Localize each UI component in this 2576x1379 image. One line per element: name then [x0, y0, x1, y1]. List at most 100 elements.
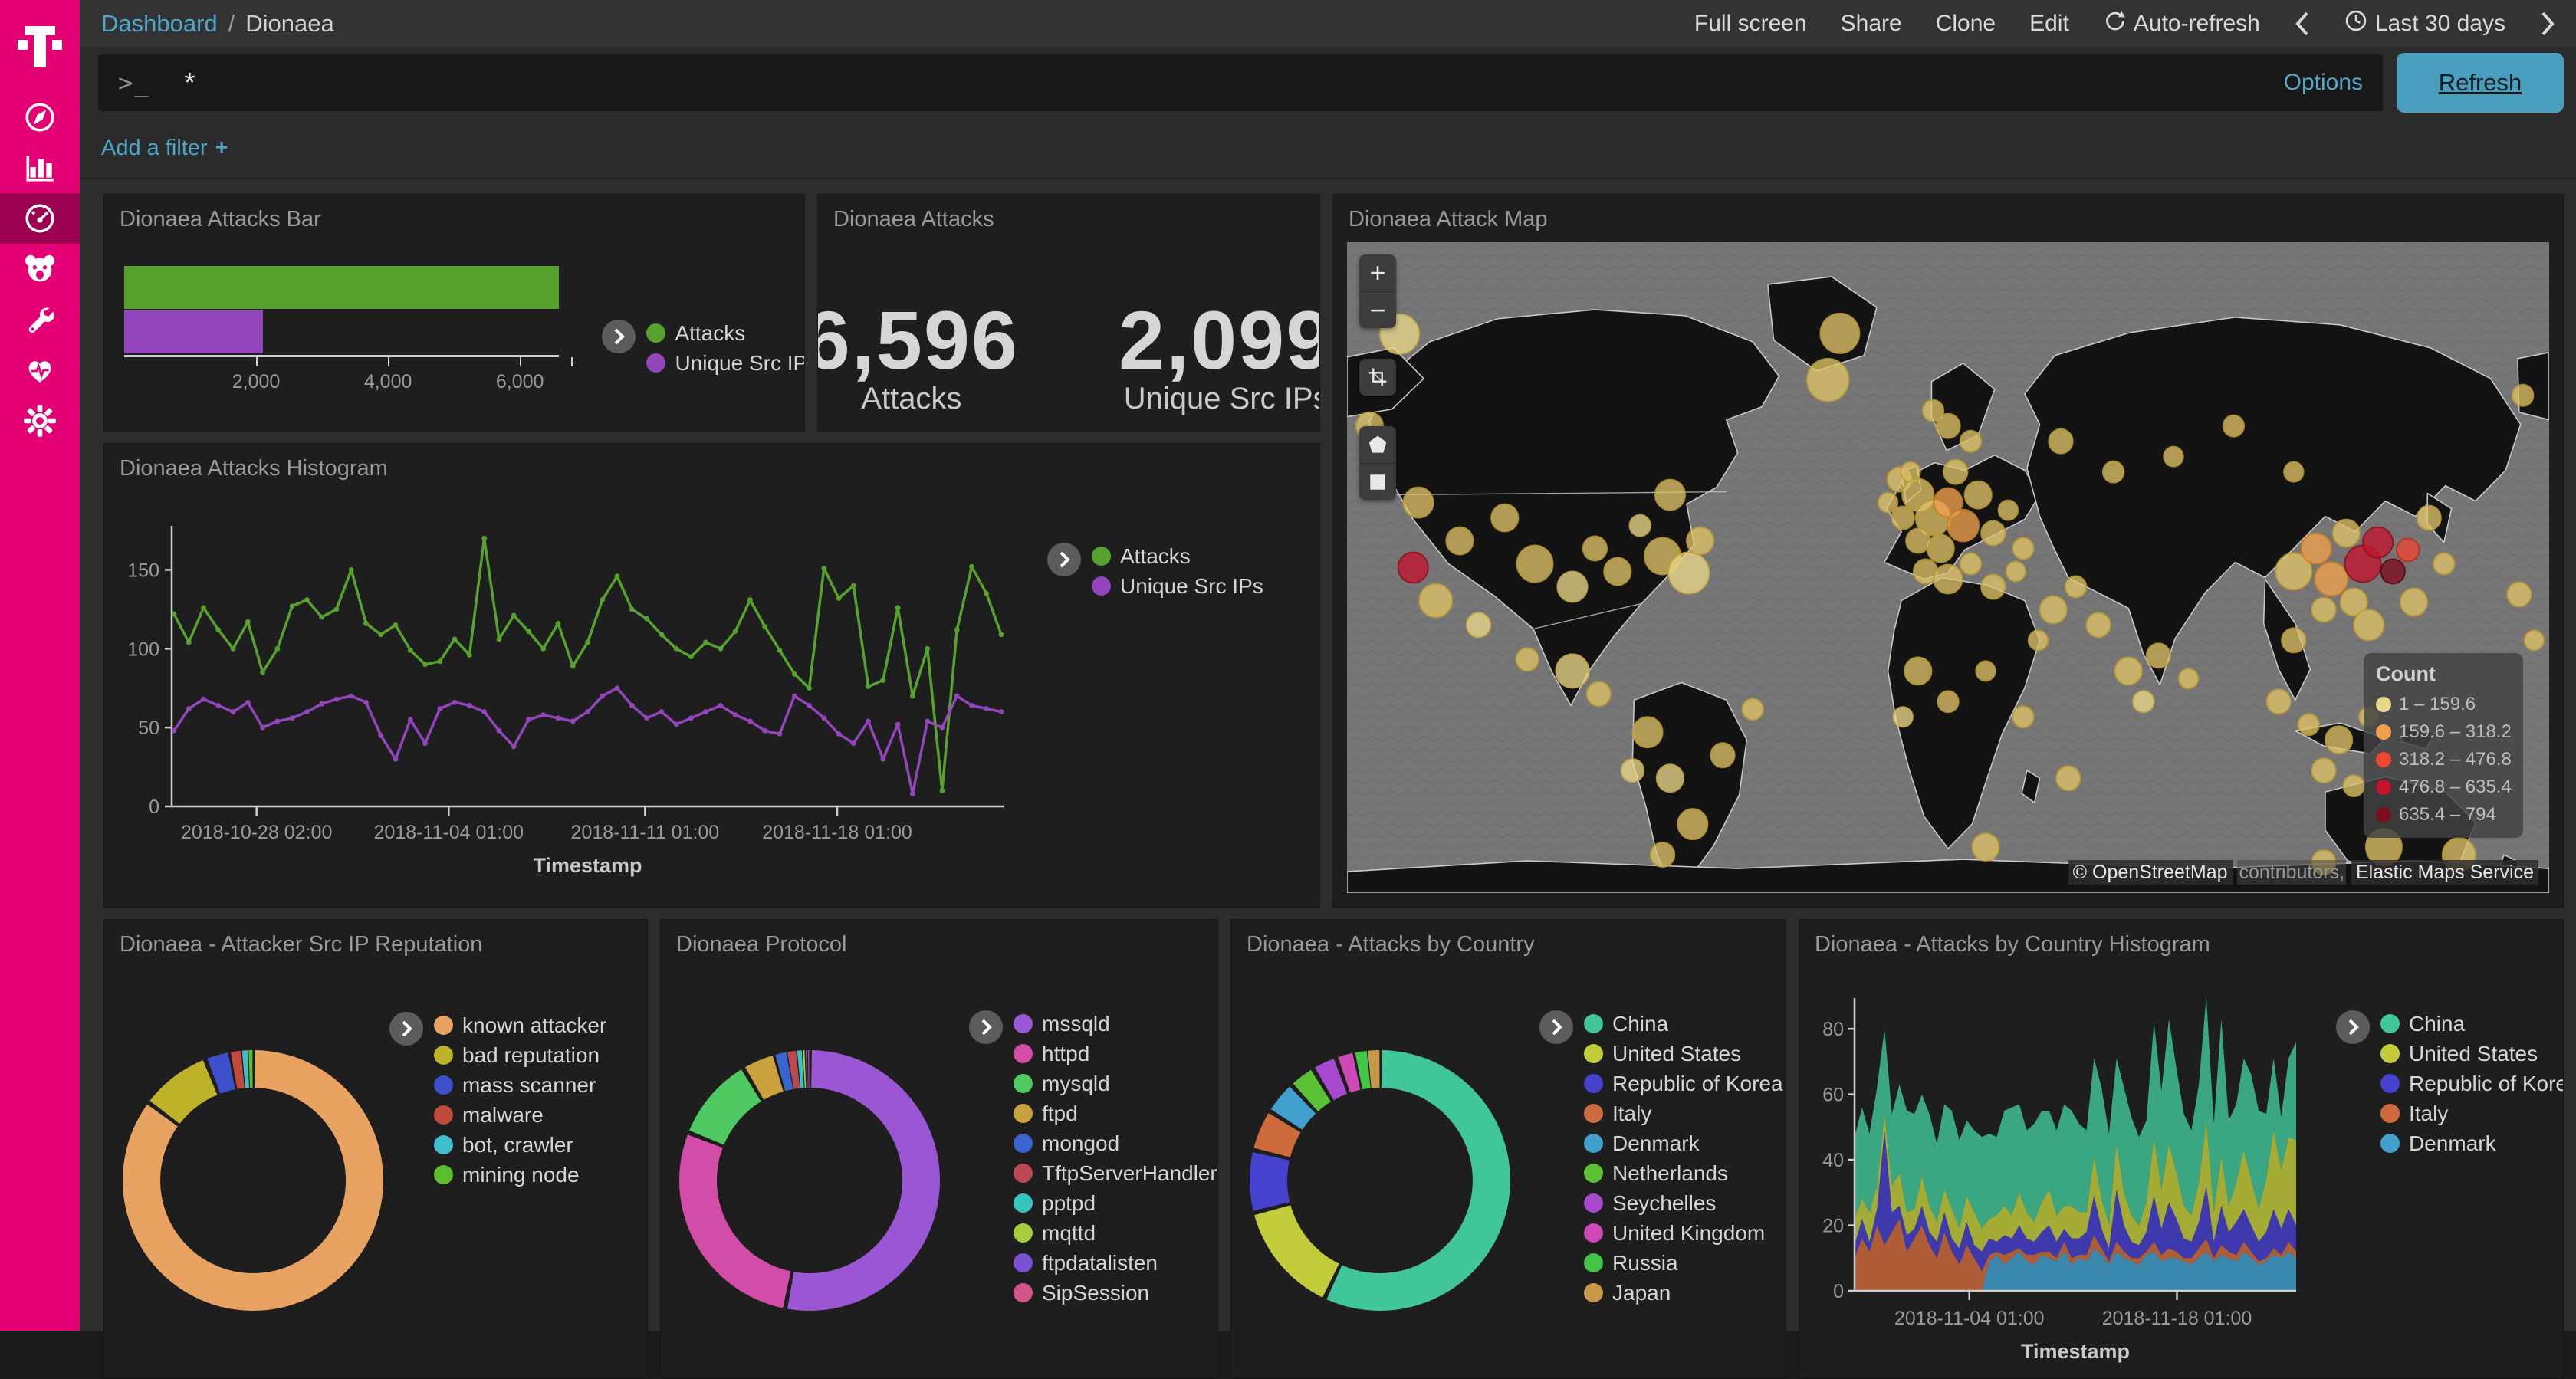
clone-button[interactable]: Clone	[1935, 11, 1996, 36]
legend-item[interactable]: Netherlands	[1584, 1158, 1783, 1188]
legend-item[interactable]: mining node	[434, 1160, 606, 1190]
legend-item[interactable]: Italy	[2380, 1098, 2563, 1128]
line-chart[interactable]: 0 50 100 150 2018-10-28 02:00 2018-11-04 01:0…	[126, 515, 1038, 883]
zoom-in-button[interactable]: +	[1359, 254, 1396, 291]
legend-item[interactable]: China	[2380, 1009, 2563, 1039]
sidebar-item-dashboard[interactable]	[0, 193, 80, 244]
sidebar-item-monitoring[interactable]	[0, 345, 80, 396]
sidebar-item-tpot[interactable]	[0, 244, 80, 294]
panel-title: Dionaea Attacks Histogram	[120, 456, 388, 481]
legend-item[interactable]: ftpd	[1014, 1098, 1217, 1128]
legend-item[interactable]: malware	[434, 1100, 606, 1130]
attack-bubble	[1654, 478, 1686, 511]
legend-item[interactable]: SipSession	[1014, 1278, 1217, 1308]
bar-attacks[interactable]	[124, 266, 560, 309]
legend-expand-icon[interactable]	[389, 1012, 423, 1046]
legend-item[interactable]: United States	[2380, 1039, 2563, 1069]
attack-bubble	[1628, 514, 1651, 537]
legend-expand-icon[interactable]	[2336, 1010, 2370, 1044]
legend-item[interactable]: Japan	[1584, 1278, 1783, 1308]
legend-expand-icon[interactable]	[1539, 1010, 1573, 1044]
world-map[interactable]: + − Count 1 – 159.6 159.6 – 318.2 318.2 – …	[1347, 242, 2549, 893]
sidebar-item-visualize[interactable]	[0, 143, 80, 193]
sidebar-item-devtools[interactable]	[0, 294, 80, 345]
legend-item[interactable]: httpd	[1014, 1039, 1217, 1069]
stacked-area-chart[interactable]: 0 20 40 60 80 2018-11-04 01:00 2018-11-18 01:0…	[1821, 987, 2319, 1363]
ems-attribution-link[interactable]: Elastic Maps Service	[2351, 860, 2538, 885]
donut-slice-mass-scanner	[207, 1052, 235, 1094]
legend-color-dot	[2380, 1134, 2400, 1153]
edit-button[interactable]: Edit	[2029, 11, 2069, 36]
options-link[interactable]: Options	[2283, 70, 2363, 95]
legend-item[interactable]: mass scanner	[434, 1070, 606, 1100]
zoom-out-button[interactable]: −	[1359, 291, 1396, 328]
donut-chart[interactable]	[1234, 1035, 1526, 1326]
refresh-cycle-icon	[2103, 9, 2126, 38]
time-back-button[interactable]	[2294, 11, 2311, 37]
legend-item[interactable]: mssqld	[1014, 1009, 1217, 1039]
refresh-button[interactable]: Refresh	[2397, 53, 2564, 113]
legend-expand-icon[interactable]	[1047, 543, 1081, 576]
crop-tool-button[interactable]	[1359, 359, 1396, 396]
panel-title: Dionaea - Attacks by Country	[1247, 932, 1535, 957]
donut-slice-malware	[231, 1050, 245, 1089]
legend-item[interactable]: Italy	[1584, 1098, 1783, 1128]
legend-item[interactable]: Russia	[1584, 1248, 1783, 1278]
legend-item[interactable]: Seychelles	[1584, 1188, 1783, 1218]
time-forward-button[interactable]	[2539, 11, 2556, 37]
map-legend-range: 476.8 – 635.4	[2376, 773, 2512, 801]
share-button[interactable]: Share	[1840, 11, 1902, 36]
legend-expand-icon[interactable]	[969, 1010, 1003, 1044]
sidebar-item-management[interactable]	[0, 396, 80, 446]
legend-item[interactable]: known attacker	[434, 1010, 606, 1040]
legend-color-dot	[1014, 1223, 1033, 1243]
heartbeat-icon	[23, 353, 57, 387]
legend-item[interactable]: United States	[1584, 1039, 1783, 1069]
legend-item[interactable]: China	[1584, 1009, 1783, 1039]
legend-item[interactable]: Unique Src IPs	[1092, 571, 1263, 601]
legend-item[interactable]: bad reputation	[434, 1040, 606, 1070]
attack-bubble	[1685, 526, 1715, 556]
legend-item[interactable]: mongod	[1014, 1128, 1217, 1158]
attack-bubble	[2012, 537, 2035, 560]
donut-chart[interactable]	[107, 1035, 399, 1326]
legend-item[interactable]: Republic of Korea	[1584, 1069, 1783, 1098]
donut-slice-republic-of-korea	[1249, 1152, 1290, 1211]
legend-item[interactable]: Attacks	[646, 318, 804, 348]
breadcrumb-dashboard-link[interactable]: Dashboard	[101, 10, 218, 37]
legend-item[interactable]: Attacks	[1092, 541, 1263, 571]
legend-item[interactable]: Unique Src IPs	[646, 348, 804, 378]
legend-item[interactable]: mysqld	[1014, 1069, 1217, 1098]
time-range-picker[interactable]: Last 30 days	[2344, 9, 2505, 38]
add-filter-link[interactable]: Add a filter +	[101, 135, 228, 160]
legend-expand-icon[interactable]	[602, 320, 636, 353]
auto-refresh-button[interactable]: Auto-refresh	[2103, 9, 2260, 38]
legend-item[interactable]: ftpdatalisten	[1014, 1248, 1217, 1278]
legend-label: TftpServerHandler	[1042, 1161, 1217, 1185]
legend-item[interactable]: Republic of Korea	[2380, 1069, 2563, 1098]
donut-chart[interactable]	[664, 1035, 955, 1326]
attack-bubble	[2281, 627, 2307, 654]
attack-bubble	[2163, 445, 2184, 468]
attack-bubble	[2339, 587, 2368, 617]
legend-item[interactable]: Denmark	[2380, 1128, 2563, 1158]
draw-rectangle-button[interactable]	[1359, 463, 1396, 500]
draw-polygon-button[interactable]	[1359, 426, 1396, 463]
donut-slice-mssqld	[787, 1050, 940, 1311]
legend-item[interactable]: Denmark	[1584, 1128, 1783, 1158]
sidebar-item-discover[interactable]	[0, 92, 80, 143]
svg-text:Timestamp: Timestamp	[2021, 1340, 2130, 1363]
attack-bubble	[1516, 544, 1554, 583]
legend-item[interactable]: mqttd	[1014, 1218, 1217, 1248]
legend-label: bot, crawler	[462, 1132, 573, 1157]
legend-label: known attacker	[462, 1013, 607, 1037]
bar-unique-src-ips[interactable]	[124, 310, 263, 353]
osm-attribution-link[interactable]: © OpenStreetMap	[2068, 860, 2233, 885]
bar-chart-x-axis: 2,000 4,000 6,000	[124, 355, 573, 398]
legend-item[interactable]: United Kingdom	[1584, 1218, 1783, 1248]
legend-item[interactable]: pptpd	[1014, 1188, 1217, 1218]
full-screen-button[interactable]: Full screen	[1694, 11, 1807, 36]
legend-item[interactable]: bot, crawler	[434, 1130, 606, 1160]
legend-item[interactable]: TftpServerHandler	[1014, 1158, 1217, 1188]
search-input[interactable]: >_ * Options	[98, 54, 2383, 111]
